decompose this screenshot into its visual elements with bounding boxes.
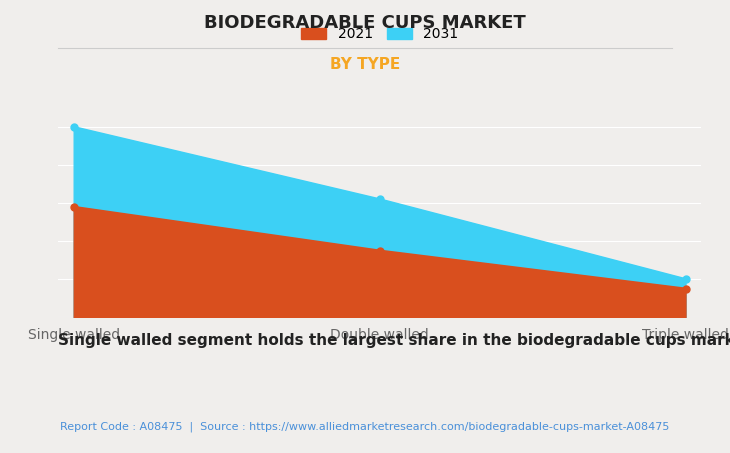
Text: Single walled segment holds the largest share in the biodegradable cups market: Single walled segment holds the largest … (58, 333, 730, 348)
Text: BY TYPE: BY TYPE (330, 57, 400, 72)
Legend: 2021, 2031: 2021, 2031 (296, 22, 464, 47)
Text: BIODEGRADABLE CUPS MARKET: BIODEGRADABLE CUPS MARKET (204, 14, 526, 32)
Text: Report Code : A08475  |  Source : https://www.alliedmarketresearch.com/biodegrad: Report Code : A08475 | Source : https://… (61, 421, 669, 432)
